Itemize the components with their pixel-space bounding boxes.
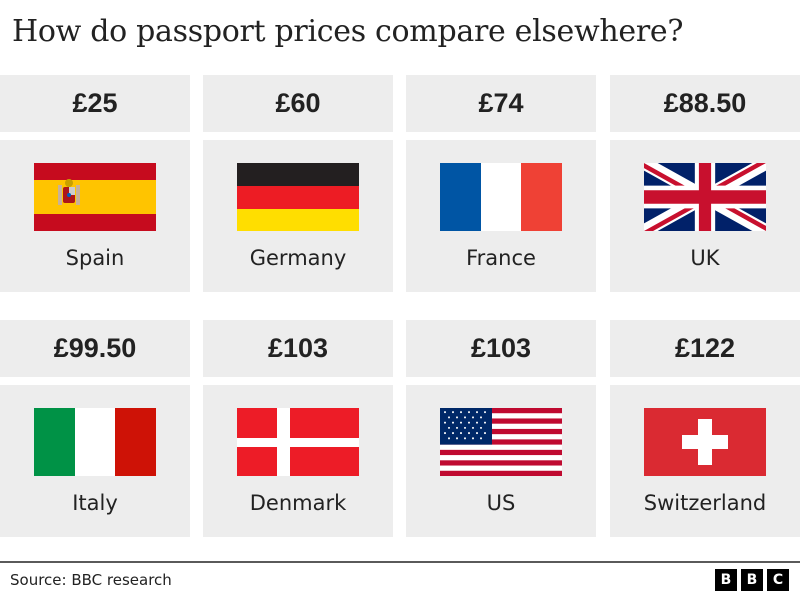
flag-box: Switzerland xyxy=(610,385,800,537)
price-label: £103 xyxy=(203,320,393,377)
price-grid: £25 Spain £60 xyxy=(0,75,800,537)
price-label: £99.50 xyxy=(0,320,190,377)
flag-box: US xyxy=(406,385,596,537)
price-label: £60 xyxy=(203,75,393,132)
flag-box: Denmark xyxy=(203,385,393,537)
country-name: Denmark xyxy=(249,491,347,515)
flag-box: France xyxy=(406,140,596,292)
switzerland-flag-icon xyxy=(644,408,766,476)
page-title: How do passport prices compare elsewhere… xyxy=(12,14,684,49)
flag-box: Spain xyxy=(0,140,190,292)
source-note: Source: BBC research xyxy=(10,571,172,589)
country-name: UK xyxy=(690,246,720,270)
price-label: £88.50 xyxy=(610,75,800,132)
flag-box: Italy xyxy=(0,385,190,537)
price-label: £122 xyxy=(610,320,800,377)
country-name: Italy xyxy=(72,491,118,515)
price-label: £103 xyxy=(406,320,596,377)
country-name: France xyxy=(466,246,536,270)
bbc-logo-letter: B xyxy=(715,569,737,591)
flag-box: UK xyxy=(610,140,800,292)
us-flag-icon xyxy=(440,408,562,476)
spain-flag-icon xyxy=(34,163,156,231)
price-label: £25 xyxy=(0,75,190,132)
bbc-logo-letter: C xyxy=(767,569,789,591)
france-flag-icon xyxy=(440,163,562,231)
uk-flag-icon xyxy=(644,163,766,231)
flag-box: Germany xyxy=(203,140,393,292)
bbc-logo-letter: B xyxy=(741,569,763,591)
bbc-logo: B B C xyxy=(715,569,789,591)
country-name: Germany xyxy=(249,246,347,270)
germany-flag-icon xyxy=(237,163,359,231)
footer-divider xyxy=(0,561,800,563)
country-name: Spain xyxy=(65,246,125,270)
italy-flag-icon xyxy=(34,408,156,476)
country-name: US xyxy=(486,491,516,515)
denmark-flag-icon xyxy=(237,408,359,476)
country-name: Switzerland xyxy=(643,491,767,515)
price-label: £74 xyxy=(406,75,596,132)
